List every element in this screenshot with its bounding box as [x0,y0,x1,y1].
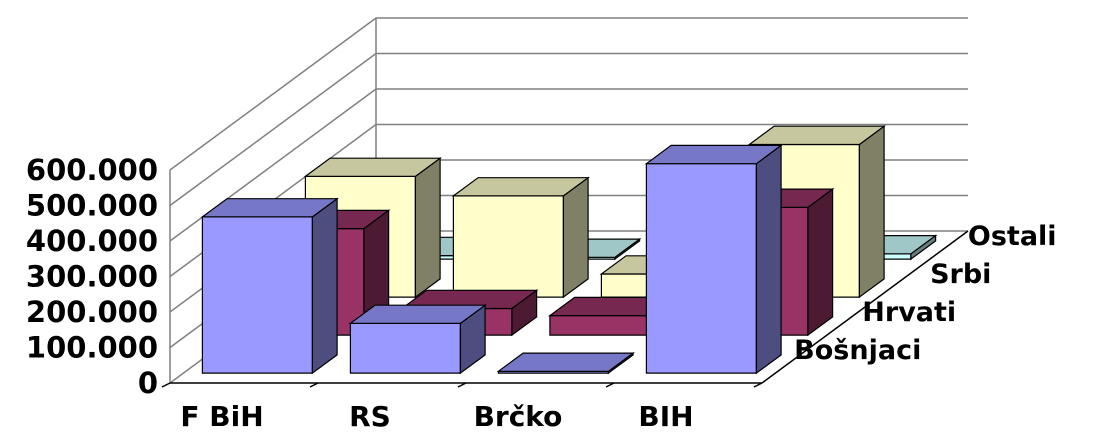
y-tick-label: 400.000 [26,224,158,258]
series-label: Hrvati [862,297,956,328]
bar-Bošnjaci-F BiH [200,197,339,375]
series-label: Bošnjaci [794,335,921,366]
series-label: Srbi [930,259,991,290]
x-category-label: Brčko [474,400,563,432]
y-tick-label: 0 [138,366,158,400]
y-tick-label: 200.000 [26,295,158,329]
bar-Bošnjaci-Brčko [496,351,635,375]
y-tick-label: 600.000 [26,153,158,187]
bar-Bošnjaci-RS [348,304,487,375]
series-label: Ostali [968,221,1057,252]
bar-Bošnjaci-BIH [644,144,783,375]
x-category-label: BIH [638,400,693,432]
series-axis-labels: Bošnjaci Hrvati Srbi Ostali [794,221,1056,366]
y-tick-label: 300.000 [26,260,158,294]
x-axis-category-labels: F BiH RS Brčko BIH [180,400,693,432]
chart-bars [200,125,938,375]
chart-floor [161,230,969,388]
y-tick-label: 500.000 [26,189,158,223]
x-category-label: RS [349,400,391,432]
y-axis-tick-labels: 0100.000200.000300.000400.000500.000600.… [26,153,158,400]
bar-Srbi-RS [451,176,590,299]
y-tick-label: 100.000 [26,331,158,365]
x-category-label: F BiH [180,400,263,432]
